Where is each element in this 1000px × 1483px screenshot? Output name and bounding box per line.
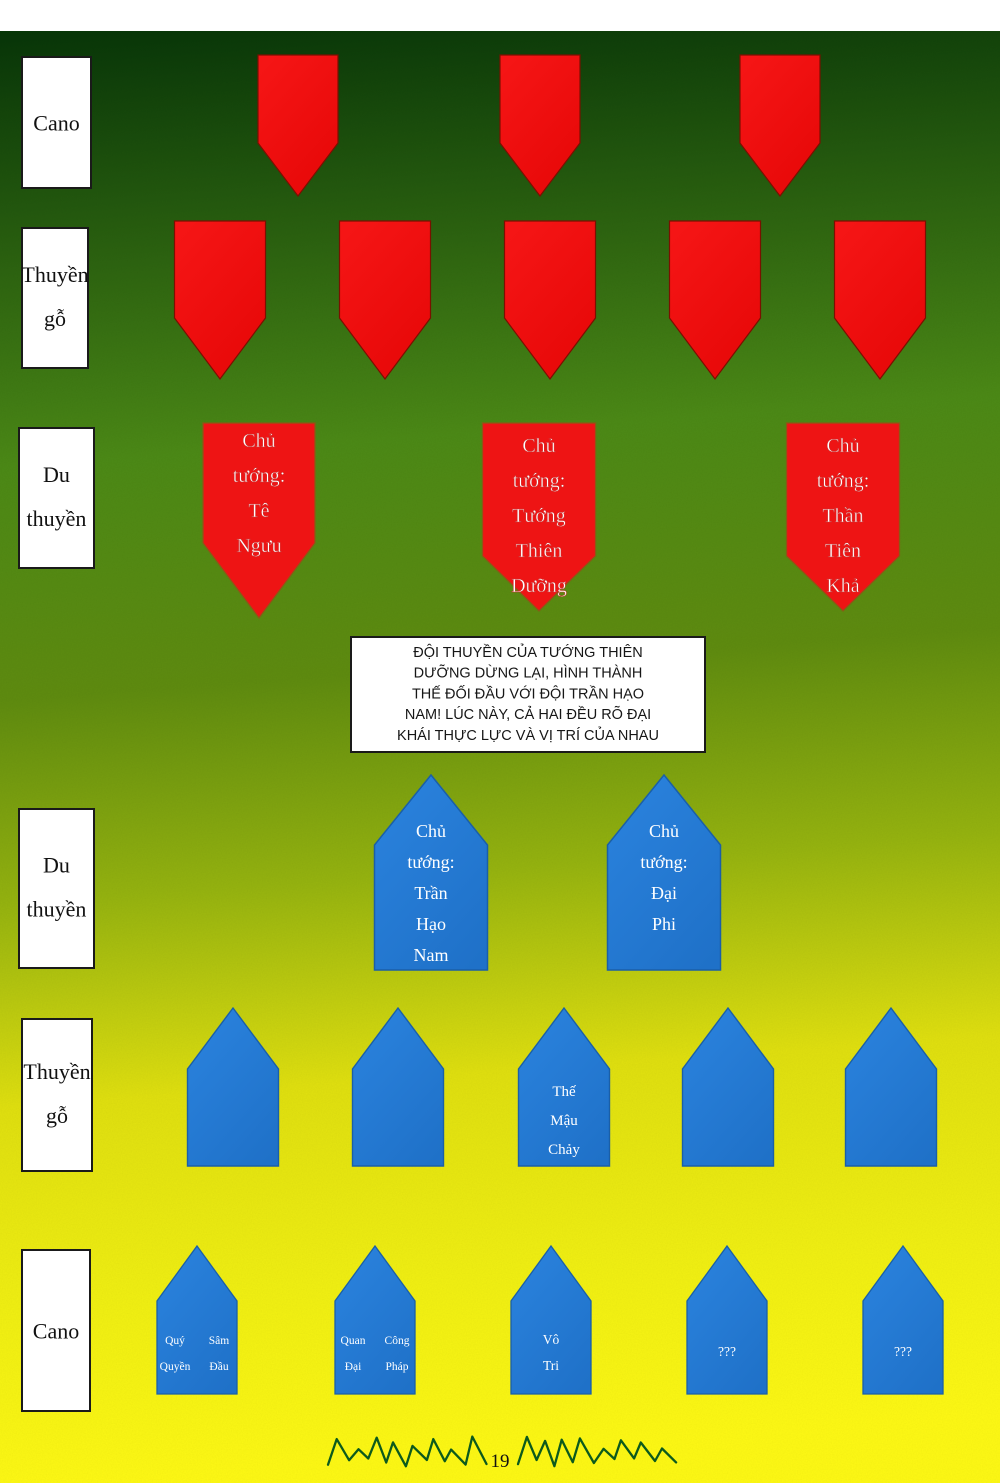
svg-text:Chủ: Chủ xyxy=(649,821,679,841)
svg-text:tướng:: tướng: xyxy=(817,470,870,492)
svg-text:Quý: Quý xyxy=(165,1335,185,1347)
svg-text:gỗ: gỗ xyxy=(46,1103,68,1128)
svg-text:Cano: Cano xyxy=(33,1319,79,1344)
svg-text:???: ??? xyxy=(718,1344,736,1359)
svg-text:Quyền: Quyền xyxy=(160,1360,191,1373)
svg-text:Tê: Tê xyxy=(248,500,269,522)
svg-text:Ngưu: Ngưu xyxy=(236,535,281,557)
svg-text:NAM! LÚC NÀY, CẢ HAI ĐỀU RÕ ĐẠ: NAM! LÚC NÀY, CẢ HAI ĐỀU RÕ ĐẠI xyxy=(405,706,651,723)
svg-text:KHÁI THỰC LỰC VÀ VỊ TRÍ CỦA NH: KHÁI THỰC LỰC VÀ VỊ TRÍ CỦA NHAU xyxy=(397,726,659,744)
svg-text:ĐỘI THUYỀN CỦA TƯỚNG THIÊN: ĐỘI THUYỀN CỦA TƯỚNG THIÊN xyxy=(413,643,642,661)
svg-text:thuyền: thuyền xyxy=(27,506,87,531)
svg-text:thuyền: thuyền xyxy=(27,897,87,922)
svg-text:Tướng: Tướng xyxy=(512,505,566,527)
svg-text:Trần: Trần xyxy=(414,883,447,903)
svg-text:Chủ: Chủ xyxy=(826,435,859,457)
svg-text:Dưỡng: Dưỡng xyxy=(511,575,567,597)
svg-text:Du: Du xyxy=(43,462,70,487)
svg-text:tướng:: tướng: xyxy=(513,470,566,492)
svg-text:Thuyền: Thuyền xyxy=(21,262,88,287)
svg-text:???: ??? xyxy=(894,1344,912,1359)
svg-text:Chủ: Chủ xyxy=(416,821,446,841)
svg-text:tướng:: tướng: xyxy=(407,852,454,872)
svg-text:Khả: Khả xyxy=(826,575,859,597)
svg-text:Tri: Tri xyxy=(543,1358,559,1373)
svg-text:Chủ: Chủ xyxy=(522,435,555,457)
svg-text:DƯỠNG DỪNG LẠI, HÌNH THÀNH: DƯỠNG DỪNG LẠI, HÌNH THÀNH xyxy=(414,665,643,682)
svg-text:Mậu: Mậu xyxy=(550,1113,578,1129)
svg-text:Phi: Phi xyxy=(652,914,676,934)
svg-text:Thần: Thần xyxy=(822,505,863,527)
svg-text:Hạo: Hạo xyxy=(416,914,446,934)
svg-text:Công: Công xyxy=(385,1335,410,1347)
svg-text:Đại: Đại xyxy=(651,883,677,903)
svg-text:Du: Du xyxy=(43,853,70,878)
svg-text:Chủ: Chủ xyxy=(242,430,275,452)
svg-text:Thuyền: Thuyền xyxy=(23,1059,90,1084)
svg-text:gỗ: gỗ xyxy=(44,306,66,331)
svg-text:Thế: Thế xyxy=(552,1084,576,1100)
svg-text:Nam: Nam xyxy=(414,945,449,965)
svg-text:Tiên: Tiên xyxy=(825,540,861,562)
svg-text:tướng:: tướng: xyxy=(640,852,687,872)
svg-text:Vô: Vô xyxy=(543,1332,560,1347)
svg-text:Sâm: Sâm xyxy=(209,1335,230,1347)
svg-text:Đại: Đại xyxy=(345,1361,362,1373)
svg-text:tướng:: tướng: xyxy=(233,465,286,487)
svg-text:Pháp: Pháp xyxy=(386,1361,409,1373)
svg-text:Quan: Quan xyxy=(341,1335,366,1347)
svg-text:Cano: Cano xyxy=(33,111,79,136)
svg-text:Thiên: Thiên xyxy=(516,540,563,562)
svg-text:THẾ ĐỐI ĐẦU VỚI ĐỘI TRẦN HẠO: THẾ ĐỐI ĐẦU VỚI ĐỘI TRẦN HẠO xyxy=(412,684,644,702)
svg-text:19: 19 xyxy=(491,1451,510,1472)
svg-text:Đầu: Đầu xyxy=(209,1360,228,1373)
svg-text:Chảy: Chảy xyxy=(548,1142,580,1158)
